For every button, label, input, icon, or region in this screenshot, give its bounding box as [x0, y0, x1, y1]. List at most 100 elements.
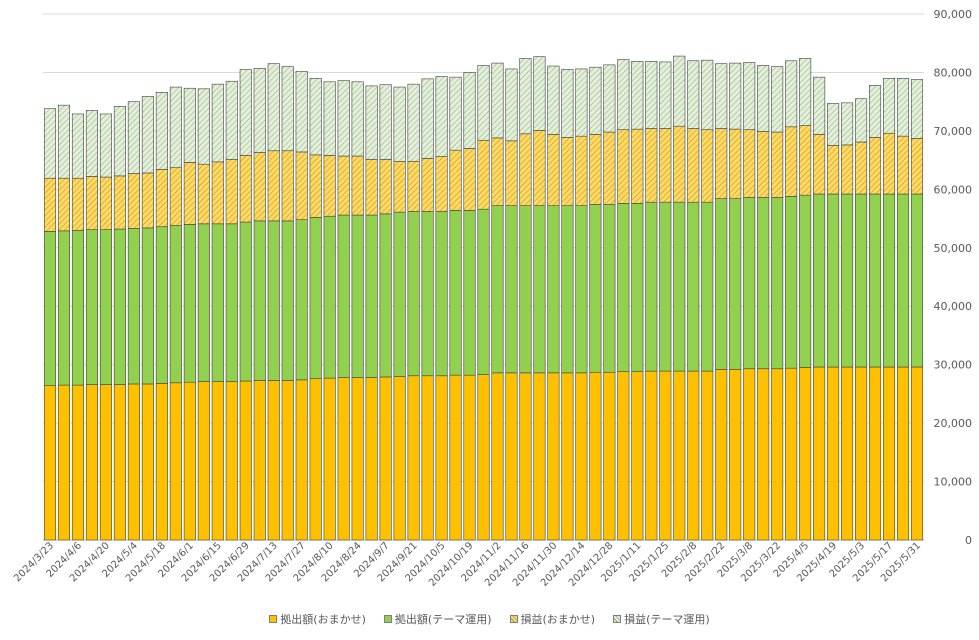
bar-segment-3 [127, 173, 140, 229]
legend-swatch [269, 615, 278, 623]
bar-segment-4 [813, 76, 826, 135]
legend-label: 拠出額(おまかせ) [280, 613, 366, 626]
bar-segment-1 [351, 377, 364, 541]
bar-segment-1 [645, 370, 658, 541]
bar-segment-2 [757, 197, 770, 370]
bar-segment-3 [71, 177, 85, 231]
bar-segment-3 [631, 128, 644, 204]
bar-segment-2 [309, 217, 322, 379]
bar-segment-3 [729, 128, 742, 199]
bar-segment-1 [99, 384, 112, 541]
bar-segment-2 [505, 205, 518, 374]
bar-segment-1 [896, 366, 910, 541]
y-tick-label: 60,000 [934, 183, 973, 196]
bar-segment-2 [71, 229, 85, 386]
bar-segment-4 [379, 84, 392, 160]
bar-segment-4 [575, 68, 588, 137]
bar-segment-3 [505, 140, 518, 206]
bar-segment-3 [393, 160, 406, 213]
bar-segment-4 [323, 81, 336, 156]
bar-segment-1 [729, 369, 742, 541]
bar-segment-1 [127, 383, 140, 541]
bar-segment-3 [169, 167, 182, 226]
bar-segment-2 [813, 193, 826, 368]
bar-segment-3 [743, 129, 756, 198]
bar-segment-2 [141, 227, 154, 385]
bar-segment-1 [491, 372, 504, 541]
bar-segment-1 [785, 367, 798, 541]
bar-segment-2 [701, 201, 714, 372]
bar-segment-4 [225, 80, 238, 160]
bar-segment-4 [687, 60, 700, 129]
bar-segment-1 [253, 380, 266, 541]
bar-segment-4 [421, 78, 434, 159]
y-tick-label: 20,000 [934, 417, 973, 430]
legend-label: 損益(おまかせ) [520, 613, 596, 626]
bar-segment-4 [603, 64, 616, 133]
bar-segment-2 [113, 228, 126, 385]
bar-segment-4 [757, 65, 770, 132]
bar-segment-4 [883, 77, 896, 134]
bar-segment-2 [435, 211, 448, 377]
legend: 拠出額(おまかせ) 拠出額(テーマ運用) 損益(おまかせ) 損益(テーマ運用) [0, 611, 979, 627]
bar-segment-1 [197, 381, 210, 541]
bar-segment-4 [799, 58, 812, 126]
bar-segment-3 [421, 158, 434, 212]
bar-segment-2 [841, 193, 854, 368]
bar-segment-1 [575, 372, 588, 541]
bar-segment-3 [337, 155, 350, 216]
bar-segment-1 [211, 381, 224, 541]
bar-segment-3 [43, 177, 57, 232]
bar-segment-3 [757, 131, 770, 198]
bar-segment-3 [561, 137, 574, 207]
bar-segment-2 [281, 220, 294, 381]
bars [43, 55, 924, 541]
bar-segment-4 [910, 79, 924, 139]
bar-segment-3 [883, 132, 896, 195]
bar-segment-3 [113, 175, 126, 230]
bar-segment-1 [547, 372, 560, 541]
bar-segment-1 [183, 381, 196, 541]
bar-segment-4 [351, 81, 364, 157]
bar-segment-2 [883, 193, 896, 368]
bar-segment-2 [197, 223, 210, 382]
bar-segment-3 [253, 152, 266, 222]
bar-segment-2 [57, 230, 71, 386]
bar-segment-3 [491, 137, 504, 206]
bar-segment-4 [197, 88, 210, 165]
bar-segment-2 [155, 226, 168, 384]
bar-segment-3 [519, 133, 532, 206]
bar-segment-4 [155, 92, 168, 170]
bar-segment-4 [771, 66, 784, 133]
bar-segment-1 [449, 374, 462, 541]
bar-segment-3 [379, 159, 392, 215]
bar-segment-2 [896, 193, 910, 368]
bar-segment-1 [365, 377, 378, 541]
bar-segment-2 [617, 203, 630, 372]
bar-segment-3 [617, 129, 630, 204]
bar-segment-2 [323, 215, 336, 379]
bar-segment-2 [659, 201, 672, 372]
bar-segment-2 [869, 193, 882, 368]
bar-segment-4 [841, 102, 854, 146]
bar-segment-1 [113, 384, 126, 541]
bar-segment-2 [771, 197, 784, 370]
bar-segment-3 [533, 130, 546, 206]
bar-segment-3 [687, 128, 700, 203]
bar-segment-4 [827, 103, 840, 146]
bar-segment-4 [393, 86, 406, 162]
bar-segment-4 [743, 62, 756, 131]
bar-segment-3 [155, 169, 168, 228]
bar-segment-4 [267, 63, 280, 152]
bar-segment-1 [659, 370, 672, 541]
legend-swatch [383, 615, 392, 623]
bar-segment-3 [477, 139, 490, 210]
bar-segment-4 [337, 80, 350, 157]
bar-segment-4 [785, 60, 798, 128]
bar-segment-3 [715, 128, 728, 199]
bar-segment-1 [869, 366, 882, 541]
bar-segment-1 [589, 371, 602, 541]
bar-segment-4 [869, 85, 882, 138]
bar-segment-3 [869, 137, 882, 195]
